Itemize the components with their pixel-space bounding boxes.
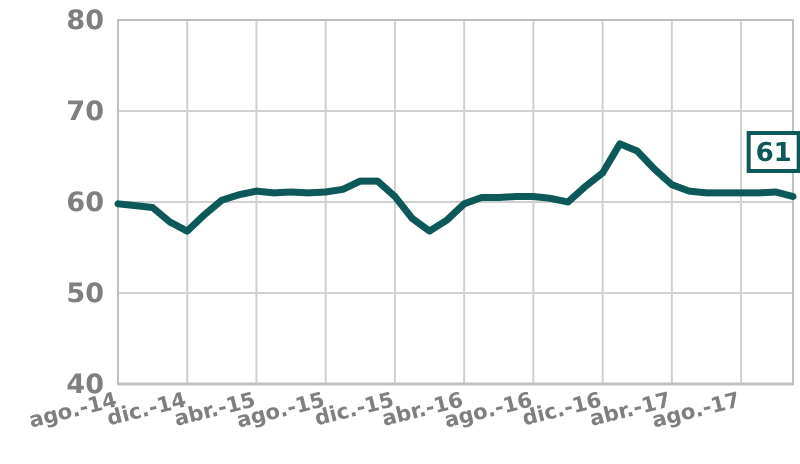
tick-labels: 4050607080ago.-14dic.-14abr.-15ago.-15di…	[27, 5, 743, 433]
y-tick-label: 50	[66, 278, 104, 309]
y-tick-label: 80	[66, 5, 104, 36]
value-callout-box	[746, 131, 800, 173]
value-callout-label: 61	[756, 138, 792, 168]
series-line	[114, 140, 797, 235]
y-tick-label: 70	[66, 96, 104, 127]
y-tick-label: 40	[66, 369, 104, 400]
series	[114, 140, 797, 235]
y-tick-label: 60	[66, 187, 104, 218]
annotations: 61	[746, 131, 800, 173]
